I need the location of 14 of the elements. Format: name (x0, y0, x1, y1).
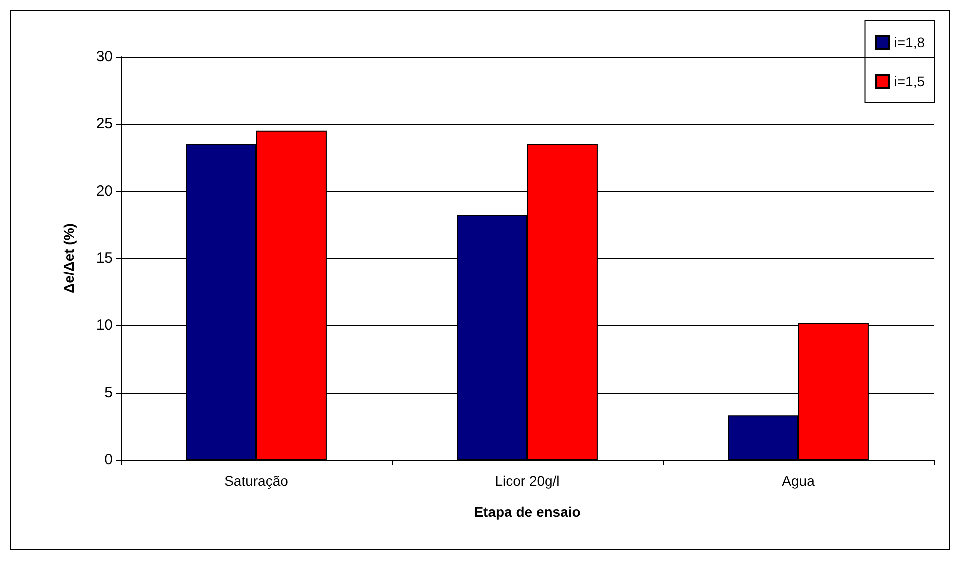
y-axis-title: Δe/Δet (%) (61, 224, 77, 294)
y-tick-label: 15 (96, 250, 113, 267)
y-tick-label: 5 (104, 384, 113, 402)
legend-label: i=1,8 (894, 34, 926, 50)
x-tick-label: Saturação (224, 473, 289, 489)
x-tick-label: Licor 20g/l (495, 473, 560, 489)
y-tick-label: 20 (96, 182, 113, 200)
x-tick-label: Agua (782, 473, 816, 489)
x-axis-title: Etapa de ensaio (474, 504, 581, 520)
y-tick-label: 10 (96, 317, 113, 334)
y-tick-label: 0 (104, 452, 113, 468)
y-tick-label: 25 (96, 116, 113, 133)
y-tick-label: 30 (96, 48, 113, 66)
legend-label: i=1,5 (894, 74, 926, 90)
